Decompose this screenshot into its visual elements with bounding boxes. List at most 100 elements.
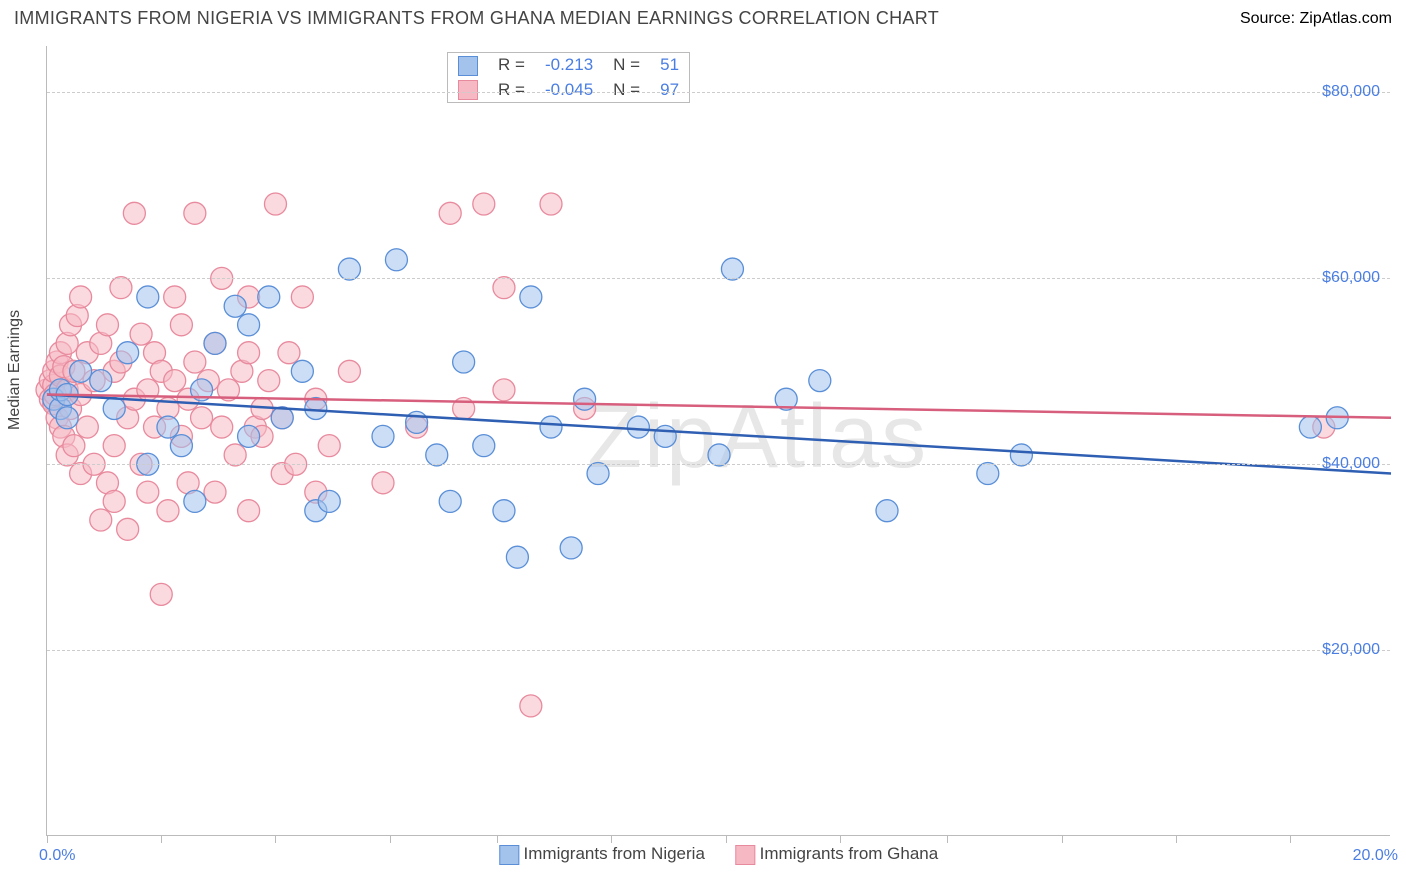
x-tick (390, 835, 391, 843)
gridline-h (47, 92, 1390, 93)
scatter-point (224, 444, 246, 466)
scatter-point (271, 407, 293, 429)
scatter-point (204, 332, 226, 354)
scatter-point (117, 518, 139, 540)
scatter-point (560, 537, 582, 559)
scatter-point (204, 481, 226, 503)
scatter-point (70, 286, 92, 308)
scatter-point (473, 435, 495, 457)
gridline-h (47, 464, 1390, 465)
scatter-point (372, 425, 394, 447)
legend-swatch-ghana (735, 845, 755, 865)
scatter-point (170, 314, 192, 336)
y-tick-label: $20,000 (1322, 641, 1380, 659)
scatter-point (258, 286, 280, 308)
x-axis-label-right: 20.0% (1353, 847, 1398, 865)
scatter-point (184, 490, 206, 512)
x-tick (1290, 835, 1291, 843)
scatter-point (385, 249, 407, 271)
scatter-point (157, 416, 179, 438)
scatter-point (96, 314, 118, 336)
chart-title: IMMIGRANTS FROM NIGERIA VS IMMIGRANTS FR… (14, 8, 939, 29)
scatter-point (1299, 416, 1321, 438)
scatter-point (110, 277, 132, 299)
scatter-point (150, 583, 172, 605)
scatter-point (305, 397, 327, 419)
scatter-point (164, 286, 186, 308)
y-tick-label: $40,000 (1322, 455, 1380, 473)
scatter-point (238, 342, 260, 364)
scatter-point (137, 481, 159, 503)
scatter-point (540, 193, 562, 215)
scatter-point (164, 370, 186, 392)
scatter-point (264, 193, 286, 215)
scatter-point (809, 370, 831, 392)
scatter-point (278, 342, 300, 364)
scatter-point (574, 388, 596, 410)
scatter-point (90, 509, 112, 531)
scatter-point (520, 286, 542, 308)
scatter-point (1010, 444, 1032, 466)
x-tick (726, 835, 727, 843)
x-tick (497, 835, 498, 843)
series-legend: Immigrants from Nigeria Immigrants from … (499, 844, 938, 865)
scatter-point (493, 277, 515, 299)
y-tick-label: $80,000 (1322, 83, 1380, 101)
scatter-point (453, 351, 475, 373)
x-tick (161, 835, 162, 843)
x-tick (840, 835, 841, 843)
scatter-point (238, 314, 260, 336)
scatter-point (439, 202, 461, 224)
x-tick (47, 835, 48, 843)
scatter-point (103, 490, 125, 512)
scatter-point (238, 500, 260, 522)
scatter-point (721, 258, 743, 280)
scatter-point (117, 342, 139, 364)
gridline-h (47, 650, 1390, 651)
y-axis-label: Median Earnings (6, 310, 24, 430)
scatter-point (318, 490, 340, 512)
scatter-point (506, 546, 528, 568)
scatter-point (493, 379, 515, 401)
scatter-point (338, 360, 360, 382)
scatter-point (137, 286, 159, 308)
scatter-point (170, 435, 192, 457)
scatter-point (157, 500, 179, 522)
scatter-point (439, 490, 461, 512)
scatter-point (876, 500, 898, 522)
legend-swatch-nigeria (499, 845, 519, 865)
legend-item-nigeria: Immigrants from Nigeria (499, 844, 705, 865)
scatter-point (291, 360, 313, 382)
gridline-h (47, 278, 1390, 279)
scatter-point (258, 370, 280, 392)
scatter-point (63, 435, 85, 457)
x-axis-label-left: 0.0% (39, 847, 75, 865)
scatter-point (184, 351, 206, 373)
legend-item-ghana: Immigrants from Ghana (735, 844, 938, 865)
scatter-point (520, 695, 542, 717)
scatter-point (540, 416, 562, 438)
x-tick (1062, 835, 1063, 843)
scatter-point (493, 500, 515, 522)
x-tick (275, 835, 276, 843)
scatter-point (426, 444, 448, 466)
scatter-point (224, 295, 246, 317)
scatter-point (130, 323, 152, 345)
scatter-point (587, 463, 609, 485)
scatter-point (372, 472, 394, 494)
scatter-point (708, 444, 730, 466)
scatter-point (338, 258, 360, 280)
chart-plot-area: ZipAtlas R = -0.213 N = 51 R = -0.045 N … (46, 46, 1390, 836)
scatter-point (654, 425, 676, 447)
x-tick (611, 835, 612, 843)
scatter-point (211, 416, 233, 438)
scatter-point (238, 425, 260, 447)
scatter-point (184, 202, 206, 224)
scatter-point (123, 202, 145, 224)
source-label: Source: ZipAtlas.com (1240, 10, 1392, 28)
scatter-point (90, 370, 112, 392)
scatter-point (627, 416, 649, 438)
x-tick (947, 835, 948, 843)
scatter-point (318, 435, 340, 457)
scatter-point (103, 435, 125, 457)
